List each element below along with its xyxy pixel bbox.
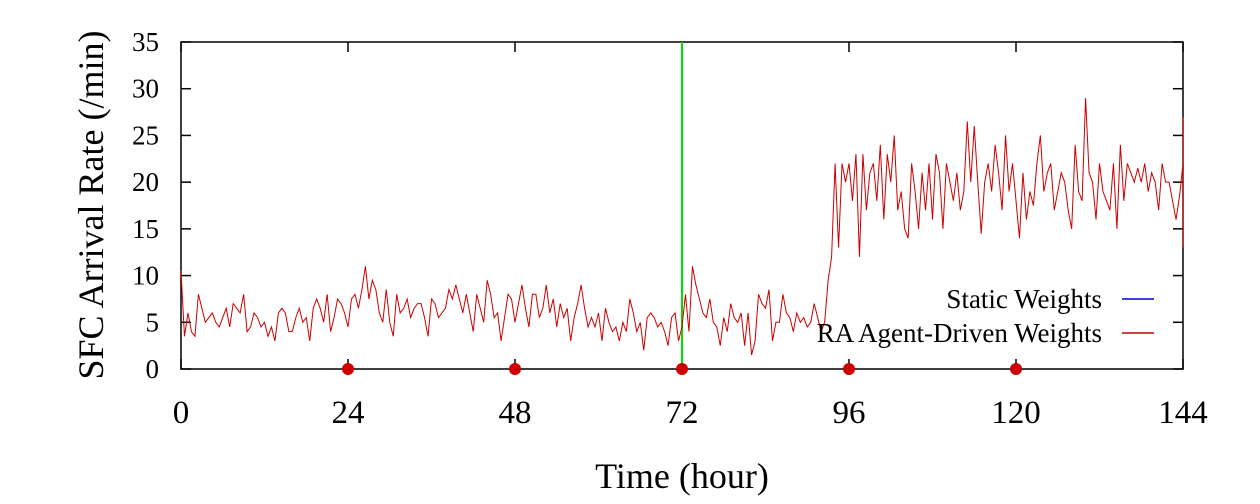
y-tick-label: 15 bbox=[132, 214, 159, 244]
x-tick-label: 24 bbox=[332, 395, 365, 431]
series-line-ra-agent-driven-weights bbox=[180, 98, 1184, 356]
x-tick-label: 120 bbox=[991, 395, 1041, 431]
legend-label-static-weights: Static Weights bbox=[946, 284, 1102, 314]
event-marker-dot bbox=[843, 363, 855, 375]
y-tick-label: 0 bbox=[146, 354, 160, 384]
y-tick-label: 35 bbox=[132, 27, 159, 57]
event-marker-dot bbox=[509, 363, 521, 375]
legend: Static Weights RA Agent-Driven Weights bbox=[817, 284, 1154, 348]
x-axis: 0 24 48 72 96 120 144 bbox=[173, 42, 1208, 431]
event-marker-dot bbox=[342, 363, 354, 375]
legend-label-ra-agent-driven-weights: RA Agent-Driven Weights bbox=[817, 318, 1102, 348]
y-tick-label: 10 bbox=[132, 261, 159, 291]
x-tick-label: 96 bbox=[833, 395, 866, 431]
event-markers bbox=[342, 363, 1022, 375]
x-axis-title: Time (hour) bbox=[595, 456, 769, 496]
x-tick-label: 144 bbox=[1158, 395, 1208, 431]
event-marker-dot bbox=[676, 363, 688, 375]
x-tick-label: 48 bbox=[499, 395, 532, 431]
y-tick-label: 20 bbox=[132, 167, 159, 197]
x-tick-label: 72 bbox=[666, 395, 699, 431]
y-tick-label: 5 bbox=[146, 307, 160, 337]
x-tick-label: 0 bbox=[173, 395, 190, 431]
event-marker-dot bbox=[1010, 363, 1022, 375]
y-tick-label: 25 bbox=[132, 120, 159, 150]
y-axis-title: SFC Arrival Rate (/min) bbox=[71, 31, 111, 380]
y-axis: 0 5 10 15 20 25 30 35 bbox=[132, 27, 1183, 384]
y-tick-label: 30 bbox=[132, 74, 159, 104]
